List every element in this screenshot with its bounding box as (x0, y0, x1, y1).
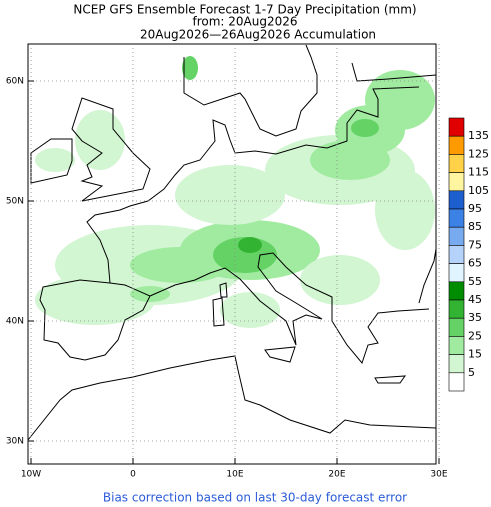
colorbar-box (448, 117, 465, 137)
map-frame (27, 43, 437, 465)
lat-label: 60N (6, 77, 24, 87)
colorbar-box (448, 336, 465, 355)
colorbar-box (448, 354, 465, 374)
colorbar-label: 55 (468, 275, 482, 288)
colorbar-box (448, 372, 465, 392)
lon-label: 10E (226, 470, 243, 480)
colorbar-label: 35 (468, 311, 482, 324)
title: NCEP GFS Ensemble Forecast 1-7 Day Preci… (73, 3, 416, 17)
colorbar-box (448, 190, 465, 210)
lat-label: 50N (6, 197, 24, 207)
colorbar-label: 75 (468, 238, 482, 251)
colorbar-box (448, 299, 465, 319)
colorbar-label: 85 (468, 220, 482, 233)
colorbar-label: 5 (468, 366, 475, 379)
colorbar-label: 105 (468, 184, 489, 197)
colorbar-label: 115 (468, 166, 489, 179)
colorbar-box (448, 263, 465, 283)
period: 20Aug2026—26Aug2026 Accumulation (140, 28, 376, 42)
colorbar-label: 25 (468, 329, 482, 342)
precip-fields (35, 56, 435, 328)
colorbar-box (448, 208, 465, 228)
coastlines (27, 44, 437, 441)
colorbar-label: 45 (468, 293, 482, 306)
colorbar-label: 15 (468, 348, 482, 361)
colorbar-box (448, 245, 465, 264)
colorbar-box (448, 135, 465, 155)
footer-note: Bias correction based on last 30-day for… (103, 491, 407, 505)
lon-label: 20E (328, 470, 345, 480)
lon-label: 0 (130, 470, 136, 480)
colorbar-label: 95 (468, 202, 482, 215)
colorbar-label: 65 (468, 257, 482, 270)
colorbar-label: 125 (468, 147, 489, 160)
colorbar-box (448, 172, 465, 192)
colorbar-box (448, 154, 465, 173)
colorbar-label: 135 (468, 129, 489, 142)
colorbar-box (448, 226, 465, 246)
lon-label: 30E (430, 470, 447, 480)
lon-label: 10W (21, 470, 41, 480)
lat-label: 30N (6, 437, 24, 447)
lat-label: 40N (6, 317, 24, 327)
subtitle: from: 20Aug2026 (192, 15, 297, 29)
colorbar-box (448, 281, 465, 301)
colorbar-box (448, 317, 465, 337)
